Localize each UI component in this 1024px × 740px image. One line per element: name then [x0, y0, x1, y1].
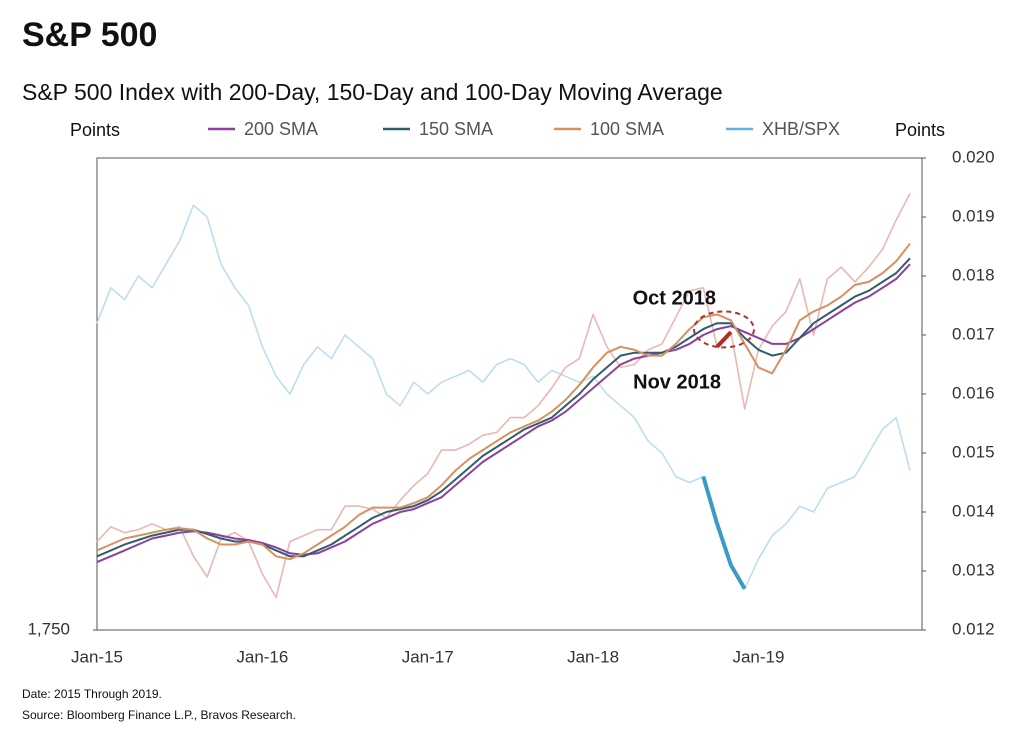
- y2-tick-label: 0.013: [952, 560, 995, 579]
- legend-label: 150 SMA: [419, 119, 493, 139]
- series-line: [96, 204, 911, 590]
- legend-label: XHB/SPX: [762, 119, 840, 139]
- plot-frame: [96, 157, 923, 631]
- x-tick-label: Jan-19: [732, 647, 784, 666]
- series-line: [96, 242, 911, 561]
- x-tick-label: Jan-16: [236, 647, 288, 666]
- y-tick-label: 1,750: [27, 619, 70, 638]
- y2-tick-label: 0.012: [952, 619, 995, 638]
- y2-tick-label: 0.014: [952, 501, 995, 520]
- y2-tick-label: 0.015: [952, 442, 995, 461]
- y2-tick-label: 0.017: [952, 324, 995, 343]
- x-tick-label: Jan-17: [402, 647, 454, 666]
- legend-label: 200 SMA: [244, 119, 318, 139]
- series-line: [96, 263, 911, 564]
- legend-label: 100 SMA: [590, 119, 664, 139]
- y2-tick-label: 0.020: [952, 147, 995, 166]
- y-axis-label: Points: [70, 120, 120, 140]
- highlight-ring: [692, 310, 755, 349]
- x-tick-label: Jan-18: [567, 647, 619, 666]
- series-line: [96, 257, 911, 558]
- footnote: Source: Bloomberg Finance L.P., Bravos R…: [22, 708, 296, 722]
- y2-tick-label: 0.019: [952, 206, 995, 225]
- y2-axis-label: Points: [895, 120, 945, 140]
- highlight-line: [715, 330, 733, 349]
- y2-tick-label: 0.018: [952, 265, 995, 284]
- annotation: Nov 2018: [633, 372, 721, 394]
- highlight-line: [701, 476, 747, 590]
- chart-title: S&P 500: [22, 16, 157, 54]
- x-tick-label: Jan-15: [71, 647, 123, 666]
- chart-subtitle: S&P 500 Index with 200-Day, 150-Day and …: [22, 79, 723, 105]
- y2-tick-label: 0.016: [952, 383, 995, 402]
- footnote: Date: 2015 Through 2019.: [22, 687, 162, 701]
- annotation: Oct 2018: [633, 288, 716, 310]
- series-line: [96, 193, 911, 599]
